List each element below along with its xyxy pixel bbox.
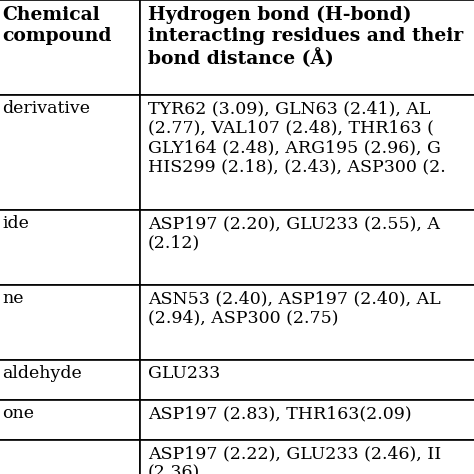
Text: aldehyde: aldehyde: [2, 365, 82, 382]
Text: Chemical
compound: Chemical compound: [2, 6, 111, 45]
Bar: [0, 400, 140, 440]
Bar: [140, 440, 474, 474]
Bar: [0, 0, 140, 95]
Text: ide: ide: [2, 215, 29, 232]
Text: ne: ne: [2, 290, 24, 307]
Bar: [140, 95, 474, 210]
Text: one: one: [2, 405, 34, 422]
Text: ASP197 (2.83), THR163(2.09): ASP197 (2.83), THR163(2.09): [148, 405, 411, 422]
Bar: [140, 360, 474, 400]
Bar: [140, 285, 474, 360]
Text: ASN53 (2.40), ASP197 (2.40), AL
(2.94), ASP300 (2.75): ASN53 (2.40), ASP197 (2.40), AL (2.94), …: [148, 290, 441, 327]
Text: GLU233: GLU233: [148, 365, 220, 382]
Bar: [140, 0, 474, 95]
Text: Hydrogen bond (H-bond)
interacting residues and their
bond distance (Å): Hydrogen bond (H-bond) interacting resid…: [148, 6, 463, 68]
Text: ASP197 (2.20), GLU233 (2.55), A
(2.12): ASP197 (2.20), GLU233 (2.55), A (2.12): [148, 215, 440, 252]
Bar: [0, 210, 140, 285]
Bar: [140, 400, 474, 440]
Bar: [0, 95, 140, 210]
Bar: [0, 440, 140, 474]
Text: TYR62 (3.09), GLN63 (2.41), AL
(2.77), VAL107 (2.48), THR163 (
GLY164 (2.48), AR: TYR62 (3.09), GLN63 (2.41), AL (2.77), V…: [148, 100, 446, 176]
Text: derivative: derivative: [2, 100, 90, 117]
Bar: [0, 360, 140, 400]
Bar: [0, 285, 140, 360]
Bar: [140, 210, 474, 285]
Text: ASP197 (2.22), GLU233 (2.46), II
(2.36): ASP197 (2.22), GLU233 (2.46), II (2.36): [148, 445, 441, 474]
